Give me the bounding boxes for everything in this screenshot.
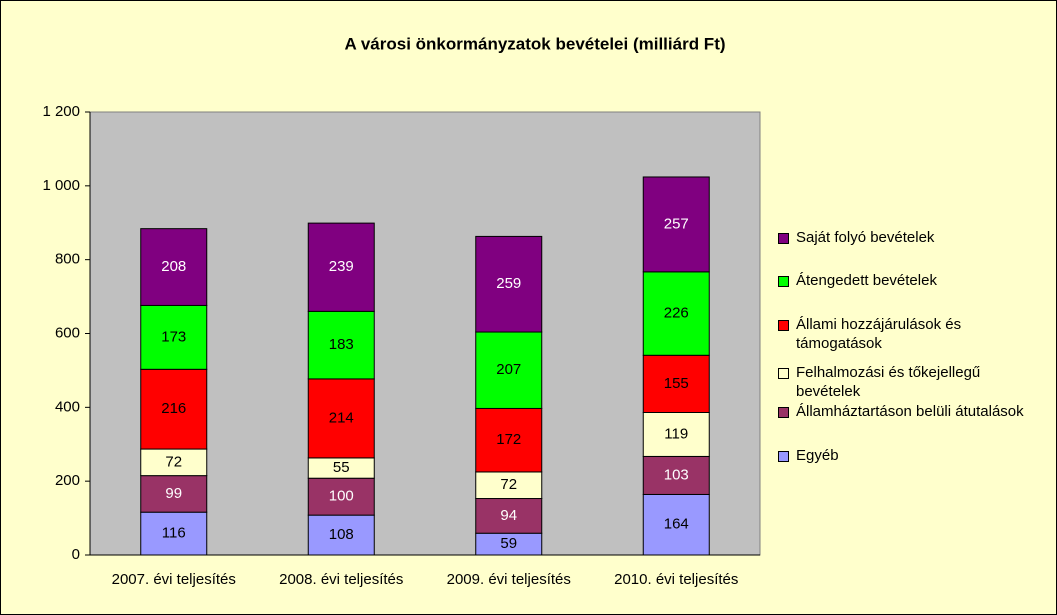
- data-label: 155: [664, 375, 689, 392]
- data-label: 207: [496, 361, 521, 378]
- y-tick-label: 0: [72, 546, 80, 563]
- legend-entry: Állami hozzájárulások és támogatások: [778, 315, 1026, 353]
- data-label: 257: [664, 215, 689, 232]
- data-label: 183: [329, 336, 354, 353]
- x-tick-label: 2008. évi teljesítés: [279, 571, 403, 588]
- legend-swatch: [778, 276, 789, 287]
- data-label: 116: [162, 525, 186, 542]
- legend-entry: Átengedett bevételek: [778, 271, 1026, 290]
- legend-entry: Felhalmozási és tőkejellegű bevételek: [778, 363, 1026, 401]
- x-tick-label: 2007. évi teljesítés: [112, 571, 236, 588]
- bar-segment: [307, 222, 375, 312]
- legend-label: Saját folyó bevételek: [796, 229, 935, 246]
- bar-segment: [642, 455, 710, 495]
- data-label: 259: [496, 275, 521, 292]
- legend-entry: Egyéb: [778, 446, 1026, 465]
- legend-label: Állami hozzájárulások és támogatások: [796, 316, 962, 352]
- y-tick-label: 1 000: [42, 177, 80, 194]
- data-label: 103: [664, 466, 689, 483]
- legend-label: Államháztartáson belüli átutalások: [796, 403, 1024, 420]
- x-tick-label: 2010. évi teljesítés: [614, 571, 738, 588]
- legend-swatch: [778, 451, 789, 462]
- bar-segment: [475, 407, 543, 473]
- bar-segment: [140, 228, 208, 306]
- y-tick-label: 600: [55, 324, 80, 341]
- bar-segment: [140, 475, 208, 513]
- data-label: 55: [333, 459, 350, 476]
- data-label: 164: [664, 516, 689, 533]
- data-label: 99: [165, 485, 182, 502]
- data-label: 59: [500, 535, 517, 552]
- legend-swatch: [778, 368, 789, 379]
- chart-title: A városi önkormányzatok bevételei (milli…: [344, 34, 725, 53]
- legend-label: Felhalmozási és tőkejellegű bevételek: [796, 364, 981, 400]
- bar-segment: [307, 378, 375, 459]
- bar-segment: [642, 176, 710, 273]
- bar-segment: [140, 368, 208, 450]
- bar-segment: [642, 412, 710, 457]
- y-tick-label: 400: [55, 398, 80, 415]
- bar-segment: [475, 498, 543, 534]
- bar-segment: [475, 331, 543, 409]
- data-label: 100: [329, 488, 354, 505]
- legend-entry: Saját folyó bevételek: [778, 228, 1026, 247]
- data-label: 94: [500, 507, 517, 524]
- data-label: 208: [161, 258, 186, 275]
- legend-swatch: [778, 407, 789, 418]
- bar-segment: [307, 310, 375, 380]
- y-tick-label: 800: [55, 251, 80, 268]
- data-label: 108: [329, 526, 354, 543]
- legend-label: Egyéb: [796, 447, 839, 464]
- legend-swatch: [778, 320, 789, 331]
- y-tick-label: 1 200: [42, 103, 80, 120]
- data-label: 239: [329, 258, 354, 275]
- data-label: 72: [165, 453, 182, 470]
- bar-segment: [475, 235, 543, 333]
- data-label: 226: [664, 305, 689, 322]
- data-label: 216: [161, 400, 186, 417]
- legend-entry: Államháztartáson belüli átutalások: [778, 402, 1026, 421]
- y-tick-label: 200: [55, 472, 80, 489]
- bar-segment: [642, 354, 710, 414]
- data-label: 172: [496, 431, 521, 448]
- data-label: 72: [500, 476, 517, 493]
- legend-swatch: [778, 233, 789, 244]
- data-label: 173: [161, 328, 186, 345]
- legend-label: Átengedett bevételek: [796, 272, 937, 289]
- data-label: 119: [664, 425, 688, 442]
- bar-segment: [642, 271, 710, 356]
- bar-segment: [642, 493, 710, 556]
- bar-segment: [307, 477, 375, 516]
- bar-segment: [307, 514, 375, 556]
- bar-segment: [475, 471, 543, 500]
- data-label: 214: [329, 409, 354, 426]
- x-tick-label: 2009. évi teljesítés: [447, 571, 571, 588]
